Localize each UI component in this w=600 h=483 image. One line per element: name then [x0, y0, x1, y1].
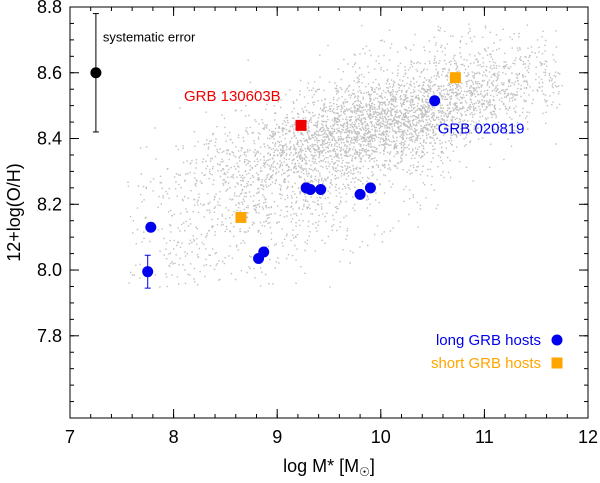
legend-marker-long	[551, 334, 563, 346]
y-tick-label: 8.4	[37, 129, 62, 149]
long-grb-host-point	[145, 221, 157, 233]
long-grb-host-point	[304, 183, 316, 195]
x-tick-label: 7	[65, 427, 75, 447]
legend-marker-short	[551, 357, 563, 369]
long-grb-host-point	[364, 182, 376, 194]
long-grb-host-point	[315, 183, 327, 195]
x-tick-label: 8	[169, 427, 179, 447]
x-tick-label: 10	[371, 427, 391, 447]
long-grb-host-point	[429, 95, 441, 107]
y-tick-label: 8.8	[37, 0, 62, 17]
y-tick-label: 8.0	[37, 260, 62, 280]
x-axis-label: log M* [M☉]	[283, 456, 375, 479]
plot-frame	[69, 6, 589, 419]
short-grb-host-point	[449, 72, 461, 84]
long-grb-host-point	[354, 188, 366, 200]
legend-label-long: long GRB hosts	[436, 332, 541, 349]
x-tick-label: 11	[475, 427, 494, 447]
y-tick-label: 7.8	[37, 326, 62, 346]
systematic-error-point	[90, 67, 102, 79]
x-tick-label: 9	[272, 427, 282, 447]
y-tick-label: 8.2	[37, 194, 62, 214]
axis-tick-labels: 7 8 9 10 11 12 7.8 8.0 8.2 8.4 8.6 8.8	[37, 0, 598, 447]
y-tick-label: 8.6	[37, 63, 62, 83]
systematic-error-group: systematic error	[90, 13, 196, 133]
background-galaxy-cloud	[127, 23, 563, 288]
long-grb-host-point	[142, 266, 154, 278]
short-grb-host-point	[235, 211, 247, 223]
annotation-grb-020819: GRB 020819	[438, 121, 525, 138]
long-grb-host-point	[258, 246, 270, 258]
background-points	[127, 23, 563, 288]
grb-130603b-point	[295, 119, 307, 131]
y-axis-label: 12+log(O/H)	[4, 163, 24, 262]
x-tick-label: 12	[578, 427, 598, 447]
annotations: GRB 130603B GRB 020819	[184, 88, 525, 138]
legend-label-short: short GRB hosts	[431, 355, 541, 372]
systematic-error-label: systematic error	[103, 30, 196, 45]
axis-ticks	[69, 6, 589, 419]
annotation-grb-130603b: GRB 130603B	[184, 88, 281, 105]
legend: long GRB hosts short GRB hosts	[431, 332, 563, 372]
data-points	[142, 72, 461, 289]
